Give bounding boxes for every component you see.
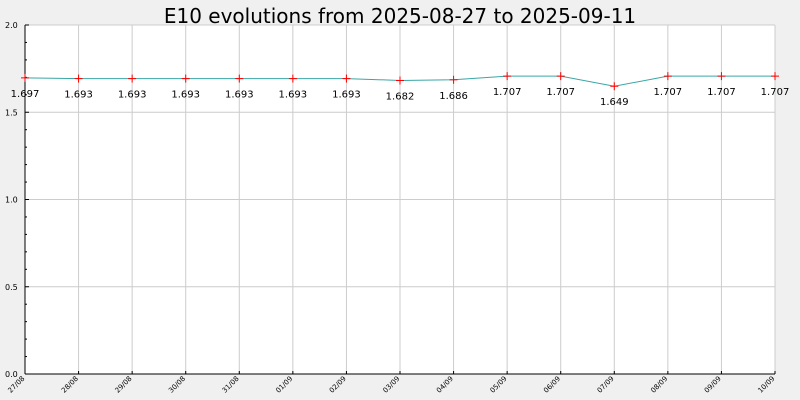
data-point-marker — [663, 72, 672, 81]
y-tick-label: 1.0 — [5, 196, 18, 205]
data-label: 1.693 — [64, 90, 93, 101]
data-label: 1.697 — [11, 89, 40, 100]
data-label: 1.682 — [386, 91, 415, 102]
data-point-marker — [396, 76, 404, 85]
y-tick-label: 0.0 — [5, 370, 18, 379]
data-label: 1.693 — [332, 90, 361, 101]
y-tick-label: 1.5 — [5, 108, 18, 117]
data-point-marker — [288, 74, 297, 83]
data-point-marker — [449, 75, 458, 84]
data-point-marker — [717, 72, 726, 81]
data-label: 1.707 — [546, 87, 575, 98]
data-point-marker — [128, 74, 137, 83]
data-label: 1.693 — [171, 90, 200, 101]
data-label: 1.707 — [761, 87, 790, 98]
data-labels: 1.697 1.693 1.693 1.693 1.693 1.693 1.693 1.682… — [11, 87, 790, 108]
data-label: 1.693 — [118, 90, 147, 101]
data-label: 1.686 — [439, 91, 468, 102]
data-point-marker — [771, 72, 779, 81]
data-point-marker — [74, 74, 83, 83]
data-label: 1.707 — [493, 87, 522, 98]
chart-title: E10 evolutions from 2025-08-27 to 2025-0… — [164, 4, 636, 28]
data-label: 1.707 — [707, 87, 736, 98]
data-label: 1.693 — [279, 90, 308, 101]
y-tick-label: 0.5 — [5, 283, 18, 292]
data-point-marker — [21, 73, 29, 82]
data-point-marker — [556, 72, 565, 81]
y-tick-label: 2.0 — [5, 21, 18, 30]
data-markers — [21, 72, 779, 91]
data-point-marker — [610, 82, 619, 91]
data-label: 1.649 — [600, 97, 629, 108]
data-label: 1.693 — [225, 90, 254, 101]
y-axis-ticks: 0.0 0.5 1.0 1.5 2.0 — [5, 21, 18, 379]
data-point-marker — [235, 74, 244, 83]
data-point-marker — [503, 72, 512, 81]
data-point-marker — [181, 74, 190, 83]
data-point-marker — [342, 74, 351, 83]
data-label: 1.707 — [654, 87, 683, 98]
axes — [24, 24, 776, 375]
